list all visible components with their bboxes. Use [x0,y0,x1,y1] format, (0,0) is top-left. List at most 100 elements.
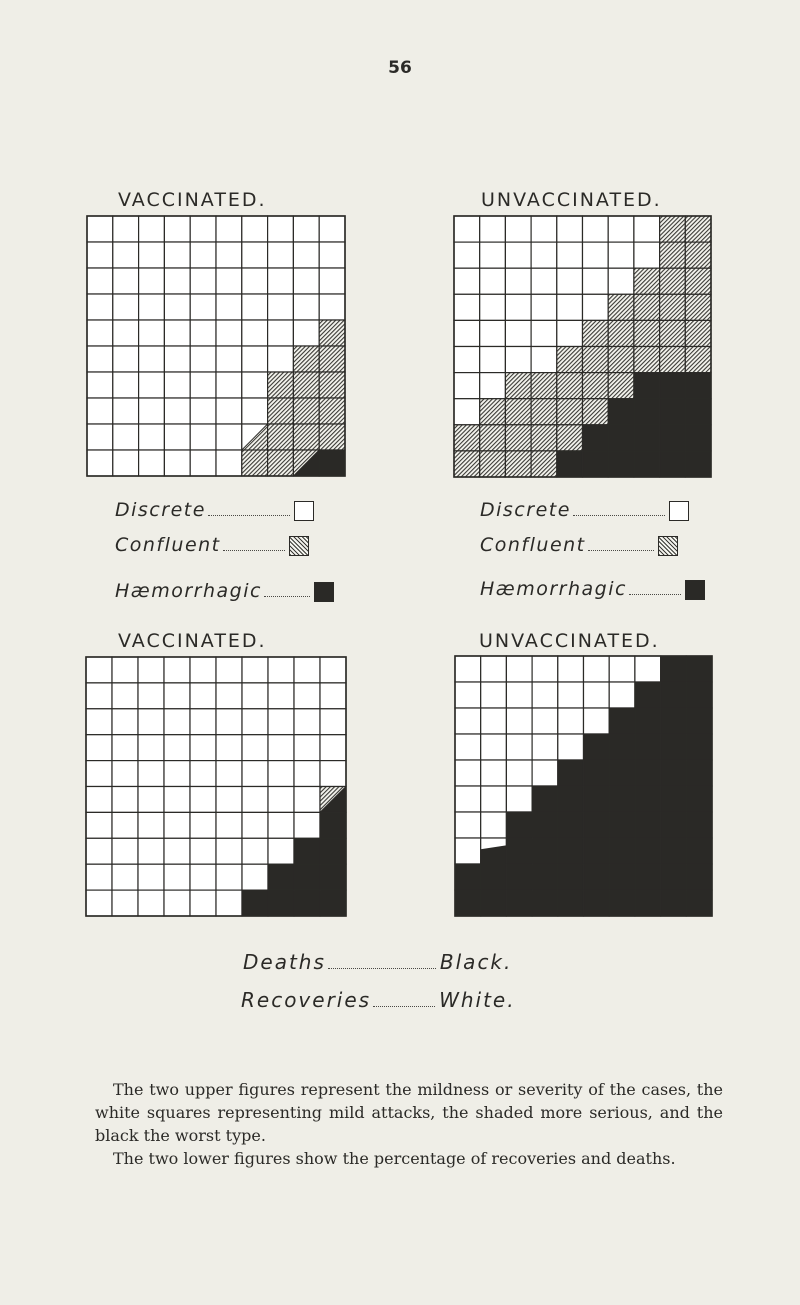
grid-cell-white [112,215,140,243]
caption: The two upper figures represent the mild… [95,1078,723,1170]
grid-cell-hatched [684,345,712,374]
grid-cell-white [531,759,559,787]
grid-cell-white [215,863,243,891]
grid-cell-white [112,293,140,321]
legend-discrete-left: Discrete [115,499,314,521]
grid-cell-white [453,345,481,374]
grid-cell-white [454,811,482,839]
caption-paragraph-1: The two upper figures represent the mild… [95,1080,723,1145]
grid-cell-white [479,345,507,374]
grid-cell-white [267,708,295,736]
grid-cell-black [660,681,687,709]
grid-cell-white [505,733,533,761]
grid-cell-white [163,397,191,425]
grid-cell-white [633,215,661,243]
grid-cell-black [531,811,559,839]
grid-cell-white [137,371,165,399]
legend-haemorrhagic-left: Hæmorrhagic [115,580,334,602]
grid-cell-black [582,811,610,839]
grid-cell-black [293,837,321,865]
grid-cell-white [241,708,269,736]
figure-title-unvaccinated-outcome: UNVACCINATED. [479,630,660,652]
grid-cell-white [137,734,165,762]
grid-cell-white [318,215,346,243]
grid-cell-white [530,345,558,374]
grid-cell-black [633,450,661,478]
grid-cell-white [608,681,636,709]
grid-cell-white [319,656,347,684]
grid-cell-white [86,345,114,373]
grid-cell-black [607,398,635,426]
grid-cell-hatched [504,398,532,426]
grid-cell-white [607,241,635,269]
grid-cell-black [557,785,585,813]
grid-cell-white [86,293,114,321]
page-number: 56 [388,58,412,78]
grid-border [453,215,712,478]
grid-cell-white [163,371,191,399]
grid-cell-white [215,837,243,865]
grid-cell-black [685,681,713,709]
grid-cell-white [85,656,113,684]
grid-cell-black [634,785,662,813]
grid-cell-white [318,293,346,321]
grid-cell-white [293,656,321,684]
grid-cell-white [267,267,295,295]
grid-cell-white [241,734,269,762]
grid-cell-black [608,811,636,839]
grid-cell-white [189,889,217,917]
grid-cell-hatched [684,215,712,243]
grid-cell-white [504,241,532,269]
grid-cell-black [505,837,533,865]
grid-cell-hatched [556,372,584,400]
grid-cell-white [241,215,269,243]
grid-cell-white [505,785,533,813]
grid-cell-black [634,811,662,839]
grid-cell-white [189,371,217,399]
grid-cell-black [633,372,661,400]
grid-cell-white [163,889,191,917]
grid-cell-black [660,811,687,839]
grid-cell-white [479,319,507,348]
grid-cell-white [137,889,165,917]
legend-deaths: Deaths Black. [243,950,512,974]
grid-cell-black [685,707,713,735]
grid-cell-white [267,215,295,243]
grid-cell-white [267,734,295,762]
grid-cell-white [85,734,113,762]
grid-cell-hatched [530,398,558,426]
grid-cell-white [163,837,191,865]
grid-cell-white [241,397,269,425]
grid-cell-white [454,707,482,735]
grid-cell-white [530,215,558,243]
grid-cell-black [634,681,662,709]
grid-cell-black [319,889,347,917]
grid-cell-white [267,241,295,269]
grid-cell-white [137,708,165,736]
grid-cell-black [319,811,347,839]
grid-cell-white [163,759,191,788]
grid-cell-white [215,656,243,684]
grid-cell-white [189,423,217,451]
grid-cell-white [556,241,584,269]
grid-cell-black [608,759,636,787]
grid-cell-hatched [659,215,686,243]
grid-cell-white [557,733,585,761]
grid-cell-hatched [318,319,346,347]
grid-cell-white [137,241,165,269]
grid-cell-white [85,682,113,710]
grid-cell-white [292,241,320,269]
grid-cell-hatched [684,293,712,322]
grid-cell-white [86,449,114,477]
grid-cell-white [607,267,635,295]
grid-cell-white [137,397,165,425]
grid-cell-black [582,733,610,761]
grid-cell-hatched [530,450,558,478]
grid-cell-white [479,267,507,295]
grid-cell-white [293,682,321,710]
grid-cell-white [267,345,295,373]
grid-cell-black [684,398,712,426]
grid-cell-black [685,811,713,839]
grid-cell-black [685,759,713,787]
grid-cell-white [189,319,217,347]
